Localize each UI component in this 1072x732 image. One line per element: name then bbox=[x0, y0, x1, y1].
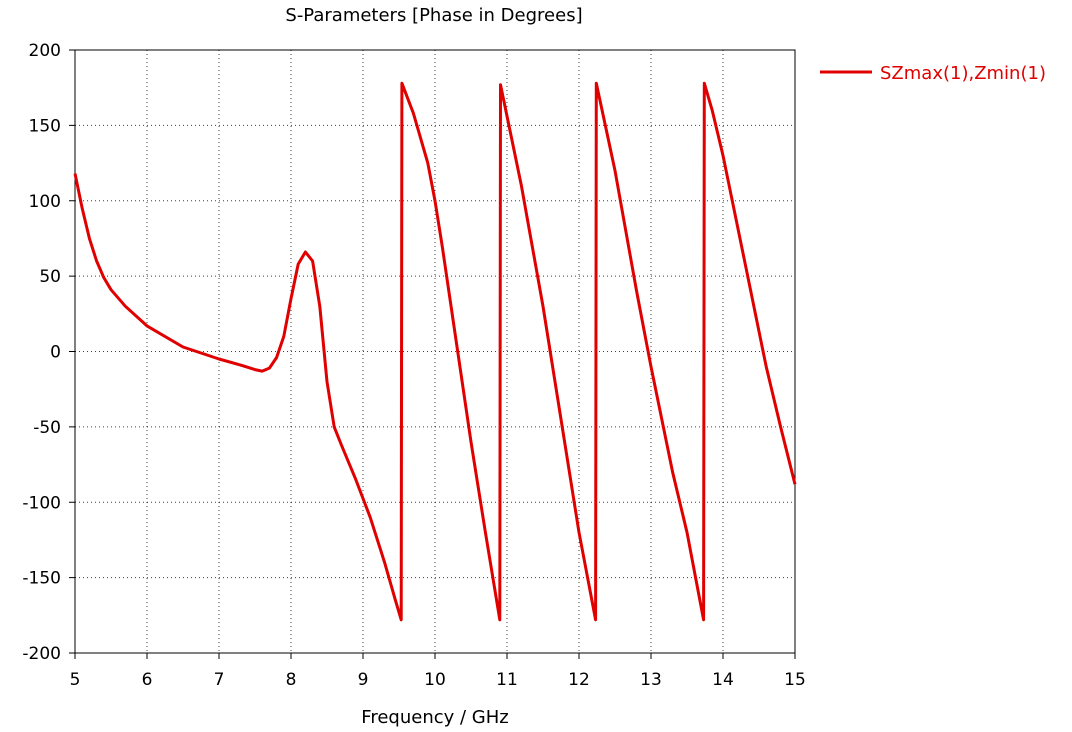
series-layer bbox=[73, 81, 797, 622]
chart-title: S-Parameters [Phase in Degrees] bbox=[285, 5, 582, 26]
y-tick-label: -50 bbox=[33, 418, 61, 438]
y-tick-label: 150 bbox=[29, 116, 61, 136]
x-tick-label: 10 bbox=[424, 670, 446, 690]
series-line-0 bbox=[73, 81, 797, 622]
x-tick-label: 15 bbox=[784, 670, 806, 690]
y-tick-label: 200 bbox=[29, 41, 61, 61]
x-tick-label: 5 bbox=[70, 670, 81, 690]
y-tick-label: 100 bbox=[29, 192, 61, 212]
grid bbox=[75, 50, 795, 653]
y-axis-ticks: -200 -150 -100 -50 0 50 100 150 200 bbox=[22, 41, 75, 664]
y-tick-label: -100 bbox=[22, 493, 61, 513]
x-tick-label: 11 bbox=[496, 670, 518, 690]
x-tick-label: 12 bbox=[568, 670, 590, 690]
x-tick-label: 14 bbox=[712, 670, 734, 690]
y-tick-label: -150 bbox=[22, 569, 61, 589]
x-tick-label: 8 bbox=[286, 670, 297, 690]
x-tick-label: 6 bbox=[142, 670, 153, 690]
y-tick-label: 50 bbox=[39, 267, 61, 287]
legend-entry-label: SZmax(1),Zmin(1) bbox=[880, 63, 1046, 84]
x-tick-label: 9 bbox=[358, 670, 369, 690]
y-tick-label: -200 bbox=[22, 644, 61, 664]
y-tick-label: 0 bbox=[50, 343, 61, 363]
legend: SZmax(1),Zmin(1) bbox=[820, 63, 1046, 84]
x-tick-label: 13 bbox=[640, 670, 662, 690]
x-axis-ticks: 5 6 7 8 9 10 11 12 13 14 15 bbox=[70, 653, 806, 690]
x-tick-label: 7 bbox=[214, 670, 225, 690]
x-axis-label: Frequency / GHz bbox=[361, 707, 508, 728]
